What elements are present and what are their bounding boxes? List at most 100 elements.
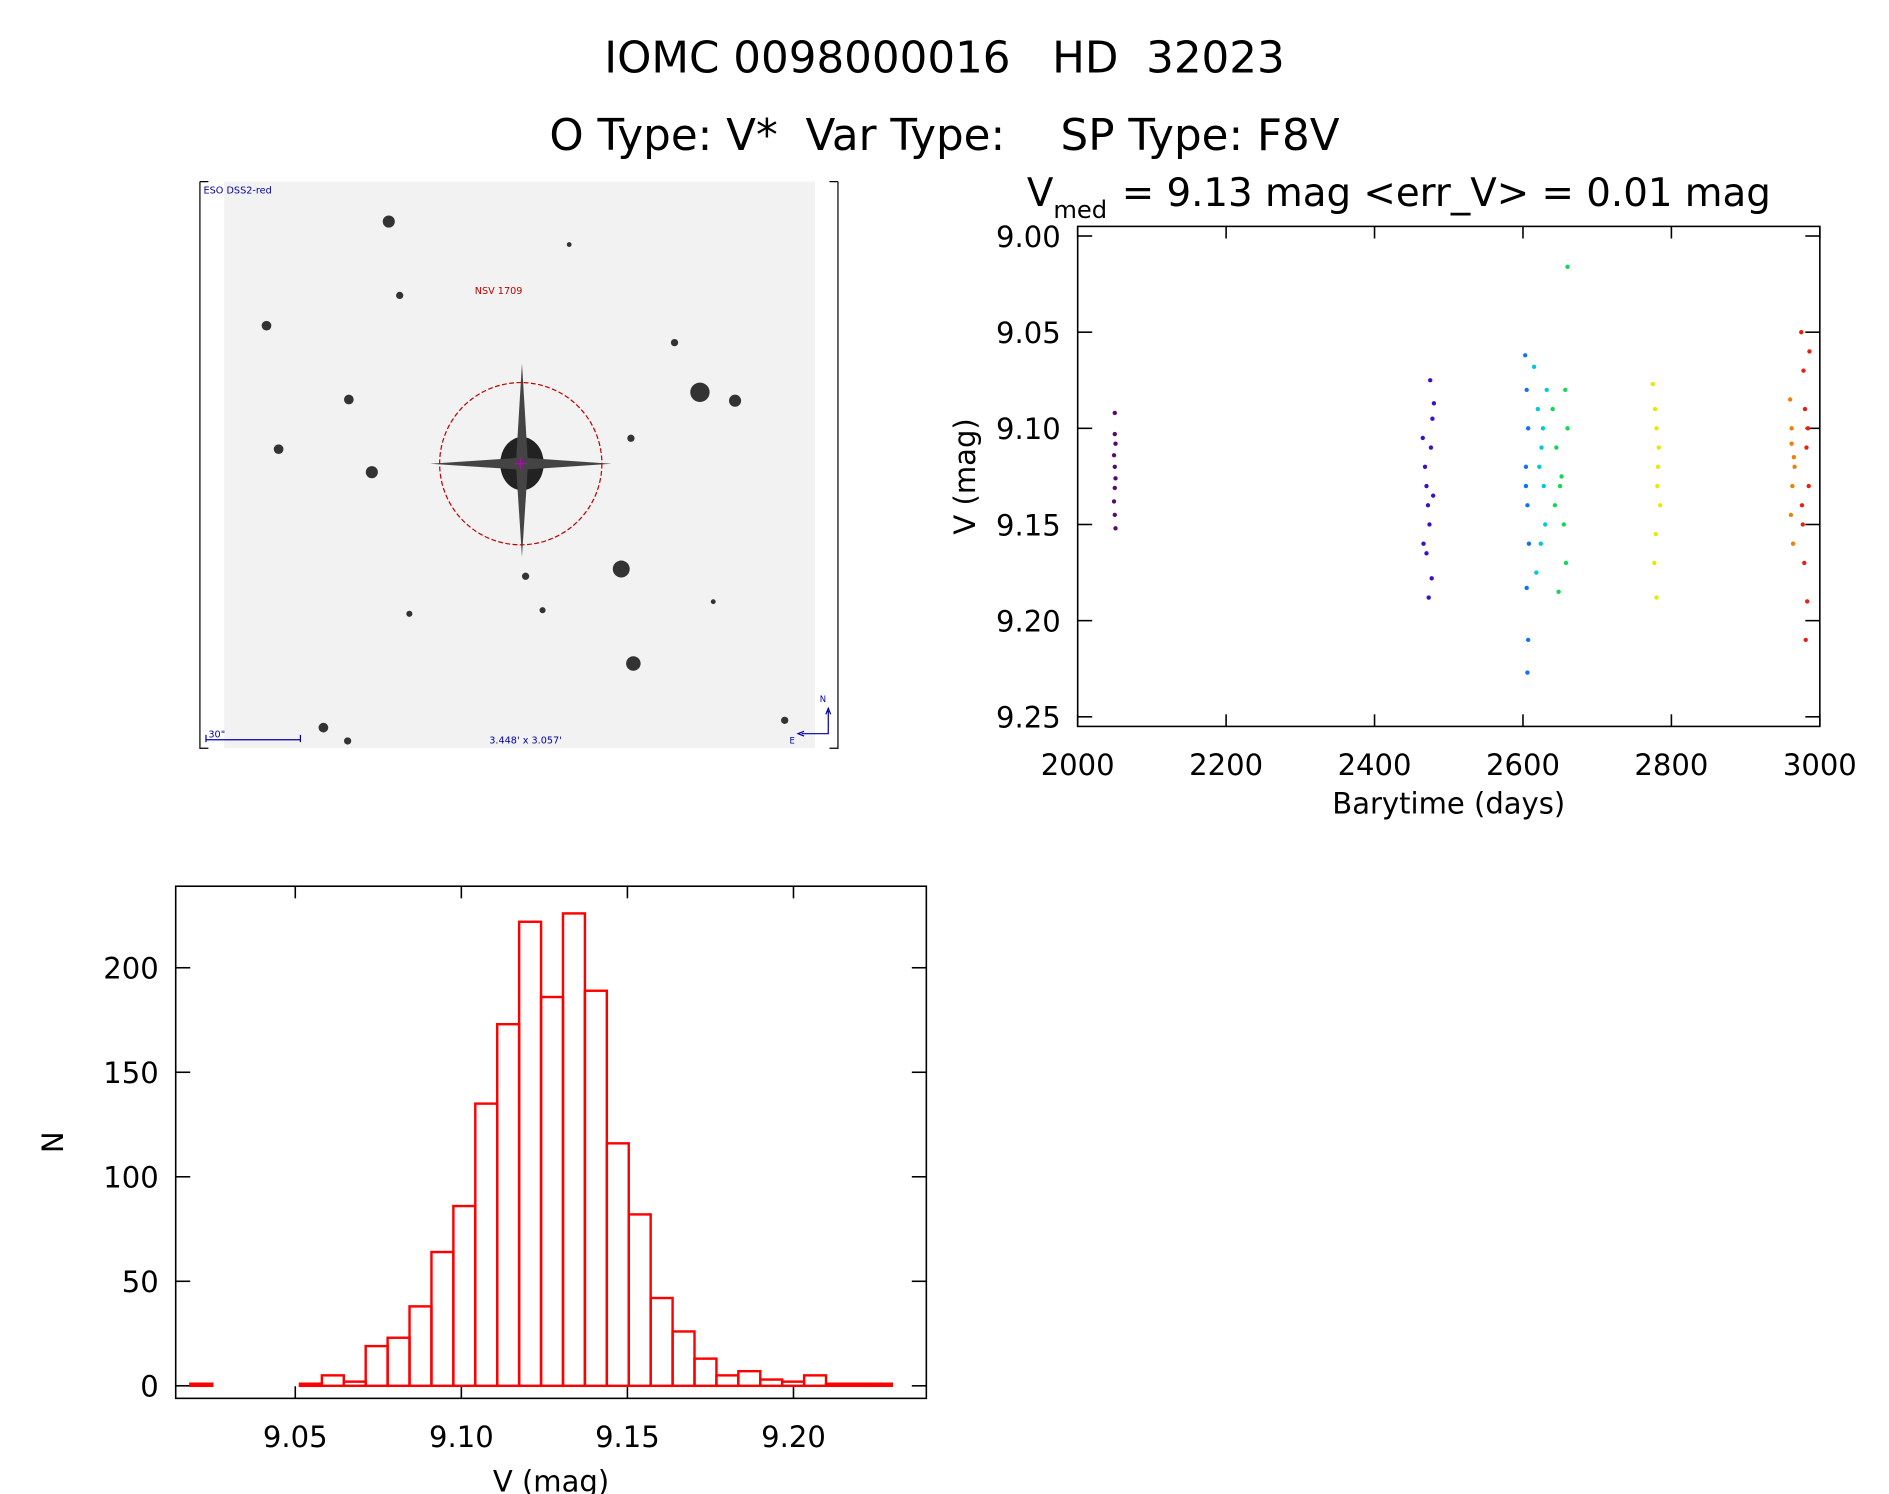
image-label: E — [790, 735, 795, 745]
y-tick-label: 0 — [140, 1370, 158, 1404]
point — [1800, 522, 1805, 527]
point — [1112, 512, 1117, 518]
page-subtitle: O Type: V* Var Type: SP Type: F8V — [549, 111, 1339, 161]
point — [1431, 401, 1437, 406]
point — [1537, 464, 1542, 469]
point — [1523, 483, 1529, 489]
point — [1792, 464, 1797, 469]
bar — [298, 1382, 324, 1388]
point — [1655, 464, 1661, 469]
title-subscript: med — [1053, 196, 1107, 224]
bar — [649, 1296, 674, 1388]
bar — [364, 1344, 389, 1388]
image-label: 3.448' x 3.057' — [489, 735, 562, 746]
bar — [496, 1022, 521, 1388]
point — [1805, 426, 1811, 431]
x-tick-label: 2200 — [1189, 748, 1263, 782]
point — [1787, 397, 1793, 402]
point — [1430, 416, 1435, 421]
image-label: ESO DSS2-red — [204, 186, 272, 197]
point — [1791, 454, 1797, 460]
x-tick-label: 9.10 — [429, 1420, 494, 1454]
point — [1526, 541, 1532, 546]
x-tick-label: 2800 — [1634, 748, 1708, 782]
point — [1799, 329, 1804, 335]
point — [1424, 483, 1429, 489]
point — [1112, 485, 1117, 491]
point — [1799, 503, 1805, 508]
x-tick-label: 3000 — [1783, 748, 1857, 782]
point — [1790, 541, 1796, 546]
point — [1789, 441, 1794, 446]
point — [1112, 464, 1117, 469]
point — [1523, 353, 1528, 358]
point — [1801, 368, 1806, 373]
x-tick-label: 2400 — [1338, 748, 1412, 782]
point — [1111, 453, 1117, 458]
point — [1420, 435, 1425, 441]
point — [1112, 410, 1117, 416]
bar — [671, 1330, 696, 1388]
page-title: IOMC 0098000016 HD 32023 — [604, 34, 1285, 84]
point — [1561, 522, 1566, 527]
point — [1652, 406, 1658, 412]
point — [1538, 541, 1543, 546]
point — [1523, 464, 1529, 469]
point — [1543, 522, 1548, 527]
bar — [342, 1380, 367, 1388]
bar — [517, 920, 543, 1388]
point — [1525, 670, 1530, 675]
image-label: 30" — [208, 729, 225, 740]
point — [1658, 503, 1663, 508]
x-tick-label: 2000 — [1041, 748, 1115, 782]
title-text: = 9.13 mag <err_V> = 0.01 mag — [1122, 171, 1771, 216]
point — [1790, 483, 1795, 489]
point — [1557, 483, 1563, 489]
point — [1524, 585, 1529, 591]
point — [1113, 476, 1118, 481]
y-tick-label: 150 — [103, 1056, 158, 1090]
plot-frame — [1076, 225, 1821, 728]
plot-title: Vmed = 9.13 mag <err_V> = 0.01 mag — [1027, 171, 1771, 224]
title-symbol: V — [1027, 171, 1054, 216]
point — [1653, 531, 1658, 537]
x-tick-label: 9.15 — [595, 1420, 660, 1454]
point — [1429, 576, 1434, 581]
point — [1652, 560, 1657, 566]
point — [1807, 349, 1812, 354]
point — [1563, 387, 1568, 393]
sky-image: ESO DSS2-red NSV 1709 30" 3.448' x 3.057… — [199, 180, 839, 749]
bar — [320, 1374, 345, 1388]
bar — [627, 1213, 652, 1388]
y-tick-label: 9.05 — [996, 316, 1061, 350]
point — [1540, 426, 1546, 431]
bar — [846, 1382, 872, 1388]
point — [1524, 387, 1529, 393]
point — [1544, 387, 1549, 393]
bar — [824, 1382, 850, 1388]
point — [1788, 512, 1794, 518]
bar — [189, 1382, 214, 1388]
y-tick-label: 9.00 — [996, 220, 1061, 254]
point — [1802, 406, 1808, 412]
plot-frame — [174, 885, 928, 1400]
point — [1535, 406, 1540, 412]
point — [1525, 503, 1530, 508]
x-tick-label: 9.05 — [263, 1420, 328, 1454]
point — [1656, 445, 1661, 450]
point — [1554, 445, 1559, 450]
y-tick-label: 9.10 — [996, 412, 1061, 446]
image-label: NSV 1709 — [475, 286, 523, 297]
point — [1421, 541, 1426, 546]
y-tick-label: 200 — [103, 952, 158, 986]
bar — [605, 1142, 630, 1388]
y-tick-label: 9.20 — [996, 605, 1061, 639]
bar — [583, 989, 609, 1388]
point — [1534, 570, 1539, 575]
point — [1556, 589, 1561, 594]
point — [1550, 406, 1555, 412]
point — [1430, 493, 1436, 498]
bar — [539, 995, 565, 1388]
point — [1559, 474, 1564, 479]
point — [1426, 595, 1431, 600]
